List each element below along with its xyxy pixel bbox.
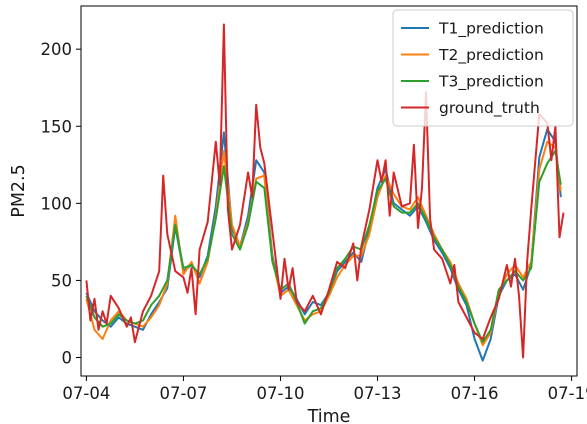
legend-box bbox=[392, 9, 574, 127]
legend-label-ground_truth: ground_truth bbox=[439, 99, 540, 118]
y-tick-label: 0 bbox=[62, 349, 73, 368]
legend-label-T2_prediction: T2_prediction bbox=[438, 46, 544, 65]
series-line-ground_truth bbox=[85, 23, 565, 359]
x-tick-label: 07-19 bbox=[548, 384, 587, 403]
y-axis: 0 50 100 150 200 bbox=[41, 40, 81, 368]
y-tick-label: 200 bbox=[41, 40, 73, 59]
x-axis-label: Time bbox=[307, 407, 351, 424]
plot-frame bbox=[80, 5, 578, 377]
y-tick-label: 100 bbox=[41, 194, 73, 213]
legend-label-T3_prediction: T3_prediction bbox=[438, 73, 544, 92]
x-axis: 07-04 07-07 07-10 07-13 07-16 07-19 bbox=[62, 376, 587, 403]
y-axis-label: PM2.5 bbox=[9, 164, 29, 217]
x-tick-label: 07-04 bbox=[62, 384, 110, 403]
legend: T1_prediction T2_prediction T3_predictiong… bbox=[392, 9, 574, 127]
legend-label-T1_prediction: T1_prediction bbox=[438, 20, 544, 39]
y-tick-label: 150 bbox=[41, 117, 73, 136]
x-tick-label: 07-10 bbox=[257, 384, 305, 403]
x-tick-label: 07-13 bbox=[354, 384, 402, 403]
x-tick-label: 07-07 bbox=[159, 384, 207, 403]
y-tick-label: 50 bbox=[51, 271, 72, 290]
x-tick-label: 07-16 bbox=[451, 384, 499, 403]
series-layer bbox=[85, 23, 565, 362]
